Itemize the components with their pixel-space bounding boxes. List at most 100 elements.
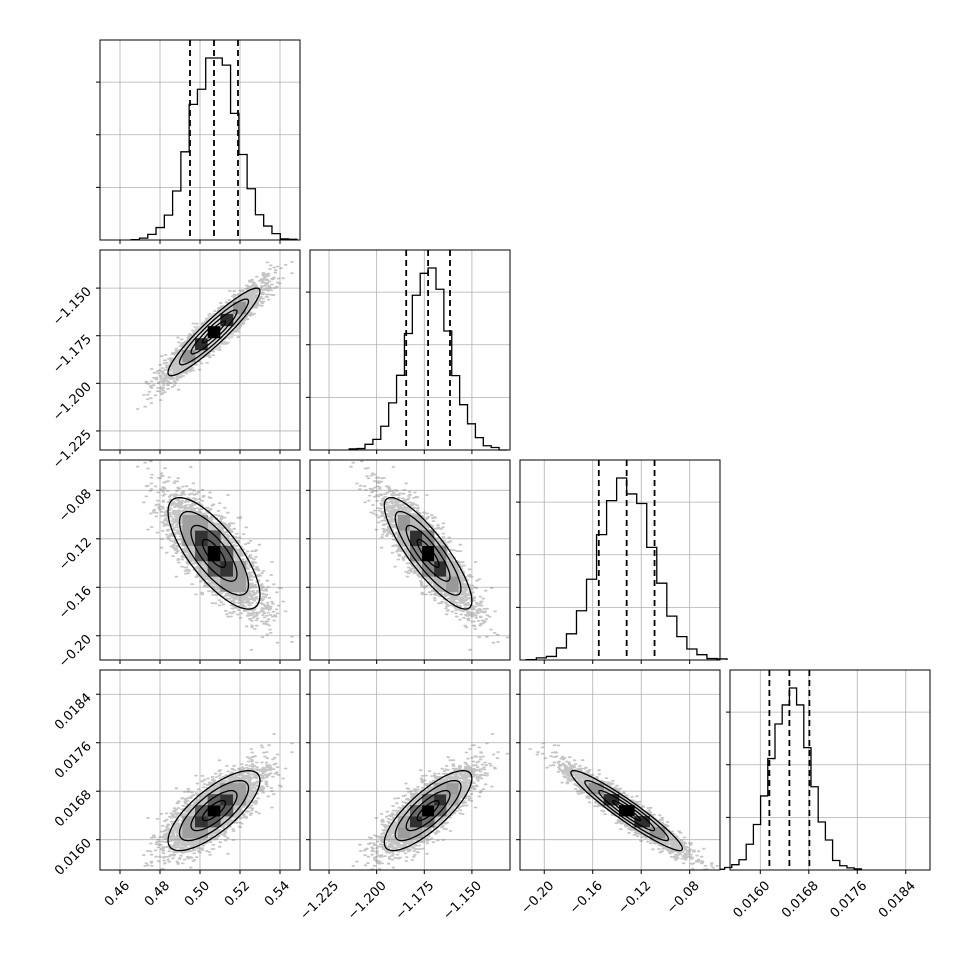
- y-tick-label-1-0: −1.225: [50, 427, 95, 472]
- scatter-panel-3-1: [309, 669, 511, 871]
- density-cell: [207, 805, 221, 817]
- x-tick-label-0-0: 0.46: [102, 878, 133, 909]
- density-cell: [434, 794, 447, 806]
- contour-2: [394, 779, 462, 842]
- contour-0: [201, 538, 227, 568]
- density-cell: [232, 301, 246, 315]
- x-tick-label-0-1: 0.48: [142, 878, 173, 909]
- contour-0: [611, 799, 642, 822]
- x-tick-label-3-3: 0.0184: [876, 878, 919, 921]
- y-tick-label-3-0: 0.0160: [52, 836, 95, 879]
- density-cell: [182, 827, 196, 839]
- scatter-panel-3-2: [519, 669, 721, 871]
- density-cell: [220, 783, 234, 795]
- contour-2: [394, 510, 462, 596]
- panel-frame: [309, 669, 511, 871]
- contour-2: [178, 779, 250, 842]
- density-cell: [207, 794, 221, 806]
- density-cell: [446, 783, 459, 795]
- histogram-panel-2: [516, 459, 728, 661]
- y-tick-label-1-3: −1.150: [50, 284, 95, 329]
- contour-3: [570, 769, 684, 852]
- y-tick-label-3-1: 0.0168: [52, 787, 95, 830]
- x-tick-label-3-2: 0.0176: [828, 878, 871, 921]
- density-cell: [232, 783, 246, 795]
- histogram-frame-3: [729, 669, 931, 871]
- density-cell: [220, 805, 234, 817]
- density-cell: [410, 530, 423, 546]
- density-cell: [410, 827, 423, 839]
- density-cell: [603, 794, 620, 806]
- density-cell: [434, 561, 447, 577]
- density-cell: [434, 805, 447, 817]
- density-cell: [397, 816, 411, 828]
- x-tick-label-2-2: −0.12: [615, 878, 654, 917]
- scatter-panel-2-0: [99, 459, 301, 661]
- density-cell: [220, 794, 234, 806]
- histogram-frame-1: [309, 249, 511, 451]
- scatter-panel-3-0: [99, 669, 301, 871]
- density-cell: [220, 561, 234, 577]
- density-cell: [195, 530, 208, 546]
- contour-1: [405, 524, 451, 582]
- density-cell: [422, 794, 435, 806]
- scatter-panel-1-0: [99, 249, 301, 451]
- contour-2: [584, 779, 670, 842]
- panel-content: [528, 742, 720, 870]
- density-cell: [397, 827, 411, 839]
- y-tick-label-2-1: −0.16: [56, 583, 95, 622]
- x-tick-label-2-0: −0.20: [519, 878, 558, 917]
- contour-3: [167, 287, 261, 377]
- contour-0: [201, 320, 227, 344]
- x-tick-label-1-3: −1.150: [440, 878, 485, 923]
- y-tick-label-2-3: −0.08: [56, 487, 95, 526]
- contour-3: [383, 769, 473, 852]
- x-tick-label-0-4: 0.54: [262, 878, 293, 909]
- contour-3: [167, 769, 261, 852]
- panel-content: [349, 460, 510, 651]
- density-cell: [410, 816, 423, 828]
- density-cell: [649, 827, 666, 839]
- panel-content: [135, 251, 300, 410]
- scatter-panel-2-1: [309, 459, 511, 661]
- contour-3: [167, 496, 261, 610]
- density-cell: [446, 794, 459, 806]
- y-tick-label-1-1: −1.200: [50, 380, 95, 425]
- y-tick-label-3-2: 0.0176: [52, 739, 95, 782]
- density-cell: [182, 816, 196, 828]
- panel-frame: [309, 459, 511, 661]
- contour-0: [416, 538, 440, 568]
- density-cell: [410, 805, 423, 817]
- density-cell: [232, 576, 246, 592]
- x-tick-label-3-0: 0.0160: [731, 878, 774, 921]
- density-cell: [207, 325, 221, 339]
- panel-bg: [520, 670, 720, 870]
- contour-2: [178, 510, 250, 596]
- density-cell: [207, 545, 221, 562]
- contour-2: [178, 298, 250, 366]
- x-tick-label-1-1: −1.200: [345, 878, 390, 923]
- x-tick-label-0-2: 0.50: [182, 878, 213, 909]
- x-tick-label-1-0: −1.225: [297, 878, 342, 923]
- contour-1: [598, 789, 656, 832]
- contour-1: [190, 789, 238, 832]
- density-cell: [422, 805, 435, 817]
- panel-content: [142, 733, 300, 870]
- histogram-3: [716, 687, 863, 870]
- density-cell: [434, 783, 447, 795]
- y-tick-label-2-0: −0.20: [56, 632, 95, 671]
- x-tick-label-2-1: −0.16: [567, 878, 606, 917]
- panel-content: [351, 733, 510, 870]
- histogram-panel-1: [306, 249, 511, 451]
- contour-1: [405, 789, 451, 832]
- x-tick-label-1-2: −1.175: [393, 878, 438, 923]
- density-cell: [207, 816, 221, 828]
- contour-1: [190, 524, 238, 582]
- y-tick-label-2-2: −0.12: [56, 535, 95, 574]
- contour-0: [416, 799, 440, 822]
- density-cell: [619, 805, 635, 817]
- contour-3: [383, 496, 473, 610]
- density-cell: [195, 827, 208, 839]
